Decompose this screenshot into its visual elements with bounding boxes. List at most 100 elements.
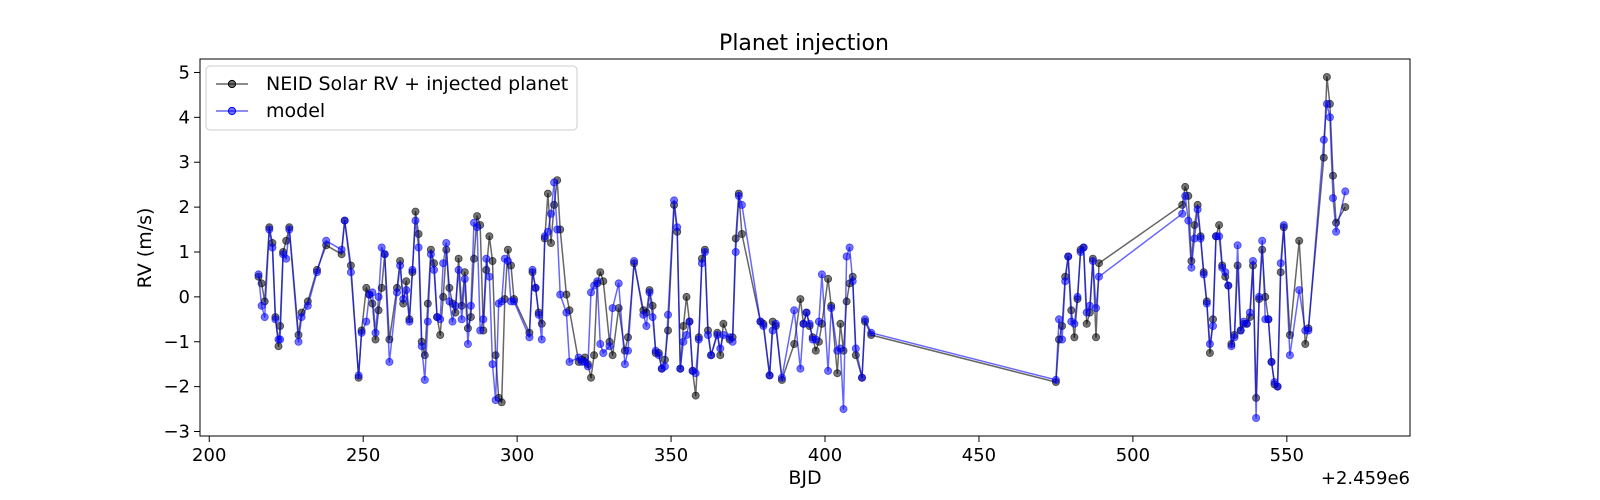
data-point	[473, 223, 482, 232]
data-point	[858, 373, 867, 382]
data-point	[1224, 281, 1233, 290]
data-point	[679, 337, 688, 346]
x-tick-label: 550	[1270, 445, 1304, 466]
legend: NEID Solar RV + injected planet model	[205, 65, 578, 131]
data-point	[1304, 326, 1313, 335]
data-point	[346, 268, 355, 277]
data-point	[1064, 252, 1073, 261]
data-point	[254, 270, 263, 279]
series-layer	[254, 73, 1350, 422]
data-point	[371, 328, 380, 337]
data-point	[1199, 270, 1208, 279]
data-point	[439, 259, 448, 268]
data-point	[276, 335, 285, 344]
data-point	[1221, 268, 1230, 277]
data-point	[257, 301, 266, 310]
data-point	[679, 321, 688, 330]
data-point	[1227, 342, 1236, 351]
data-point	[436, 315, 445, 324]
data-point	[824, 274, 833, 283]
data-point	[673, 223, 682, 232]
data-point	[476, 326, 485, 335]
data-point	[1092, 333, 1101, 342]
data-point	[1051, 375, 1060, 384]
data-point	[463, 339, 472, 348]
x-tick-label: 400	[808, 445, 842, 466]
data-point	[704, 330, 713, 339]
data-point	[362, 283, 371, 292]
data-point	[543, 189, 552, 198]
data-point	[1181, 191, 1190, 200]
data-point	[547, 238, 556, 247]
data-point	[620, 360, 629, 369]
data-point	[268, 243, 277, 252]
data-point	[768, 326, 777, 335]
data-point	[457, 315, 466, 324]
data-point	[867, 328, 876, 337]
data-point	[525, 333, 534, 342]
y-tick-label: 3	[179, 152, 190, 173]
data-point	[1258, 236, 1267, 245]
data-point	[1196, 234, 1205, 243]
data-point	[660, 362, 669, 371]
data-point	[654, 351, 663, 360]
data-point	[827, 304, 836, 313]
data-point	[436, 330, 445, 339]
data-point	[587, 288, 596, 297]
data-point	[682, 330, 691, 339]
data-point	[553, 225, 562, 234]
data-point	[417, 342, 426, 351]
data-point	[1264, 315, 1273, 324]
data-point	[1061, 277, 1070, 286]
data-point	[445, 297, 454, 306]
data-point	[664, 310, 673, 319]
data-point	[485, 232, 494, 241]
data-point	[593, 277, 602, 286]
data-point	[1249, 256, 1258, 265]
data-point	[531, 283, 540, 292]
data-point	[737, 229, 746, 238]
data-point	[1332, 227, 1341, 236]
data-point	[691, 391, 700, 400]
data-point	[1082, 319, 1091, 328]
data-point	[1178, 209, 1187, 218]
data-point	[716, 344, 725, 353]
data-point	[491, 351, 500, 360]
data-point	[534, 310, 543, 319]
x-tick-label: 450	[962, 445, 996, 466]
data-point	[337, 245, 346, 254]
data-point	[1187, 263, 1196, 272]
data-point	[645, 288, 654, 297]
data-point	[697, 259, 706, 268]
data-point	[716, 351, 725, 360]
data-point	[294, 337, 303, 346]
data-point	[1184, 216, 1193, 225]
data-point	[802, 308, 811, 317]
y-tick-label: −3	[163, 422, 190, 443]
data-point	[408, 265, 417, 274]
data-point	[1070, 333, 1079, 342]
data-point	[547, 209, 556, 218]
data-point	[274, 342, 283, 351]
data-point	[639, 310, 648, 319]
data-point	[340, 216, 349, 225]
data-point	[374, 306, 383, 315]
data-point	[405, 317, 414, 326]
chart-title: Planet injection	[719, 31, 889, 56]
data-point	[648, 313, 657, 322]
data-point	[396, 261, 405, 270]
data-point	[1329, 171, 1338, 180]
data-point	[728, 337, 737, 346]
data-point	[685, 317, 694, 326]
data-point	[1058, 335, 1067, 344]
data-point	[707, 351, 716, 360]
data-point	[682, 292, 691, 301]
data-point	[377, 243, 386, 252]
data-point	[1245, 308, 1254, 317]
data-point	[385, 357, 394, 366]
data-point	[491, 396, 500, 405]
data-point	[503, 256, 512, 265]
data-point	[460, 274, 469, 283]
legend-label-model: model	[266, 100, 325, 122]
